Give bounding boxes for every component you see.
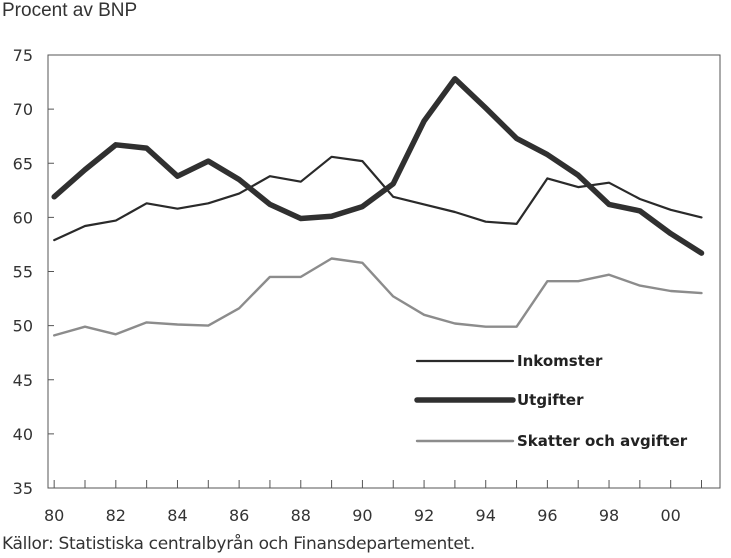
legend-label: Skatter och avgifter: [517, 432, 688, 450]
x-tick-label: 90: [352, 506, 372, 525]
source-note: Källor: Statistiska centralbyrån och Fin…: [2, 534, 475, 554]
series-line-utgifter: [51, 76, 705, 256]
y-tick-label: 60: [13, 208, 33, 227]
y-axis-unit-label: Procent av BNP: [2, 0, 138, 21]
x-tick-label: 86: [229, 506, 249, 525]
series-line-inkomster: [53, 155, 703, 242]
y-tick-label: 55: [13, 263, 33, 282]
y-tick-label: 65: [13, 154, 33, 173]
plot-frame: [47, 54, 721, 489]
x-tick-label: 80: [44, 506, 64, 525]
y-tick-label: 35: [13, 479, 33, 498]
y-tick-label: 75: [13, 46, 33, 65]
y-axis: 35 40 45 50 55 60 65 70 75: [13, 46, 54, 498]
y-tick-label: 50: [13, 317, 33, 336]
y-tick-label: 40: [13, 425, 33, 444]
series-line-skatter-och-avgifter: [53, 257, 703, 337]
x-axis: 80 82 84 86 88 90 92 94 96 98 00: [44, 480, 703, 525]
legend-label: Utgifter: [517, 391, 584, 409]
series-lines: [51, 76, 705, 337]
x-tick-label: 96: [537, 506, 557, 525]
x-tick-label: 00: [660, 506, 680, 525]
x-tick-label: 92: [414, 506, 434, 525]
x-tick-label: 88: [291, 506, 311, 525]
x-tick-label: 82: [106, 506, 126, 525]
x-tick-label: 84: [167, 506, 187, 525]
y-tick-label: 70: [13, 100, 33, 119]
x-tick-label: 98: [599, 506, 619, 525]
legend: Inkomster Utgifter Skatter och avgifter: [414, 352, 688, 450]
y-tick-label: 45: [13, 371, 33, 390]
legend-label: Inkomster: [517, 352, 603, 370]
x-tick-label: 94: [476, 506, 496, 525]
